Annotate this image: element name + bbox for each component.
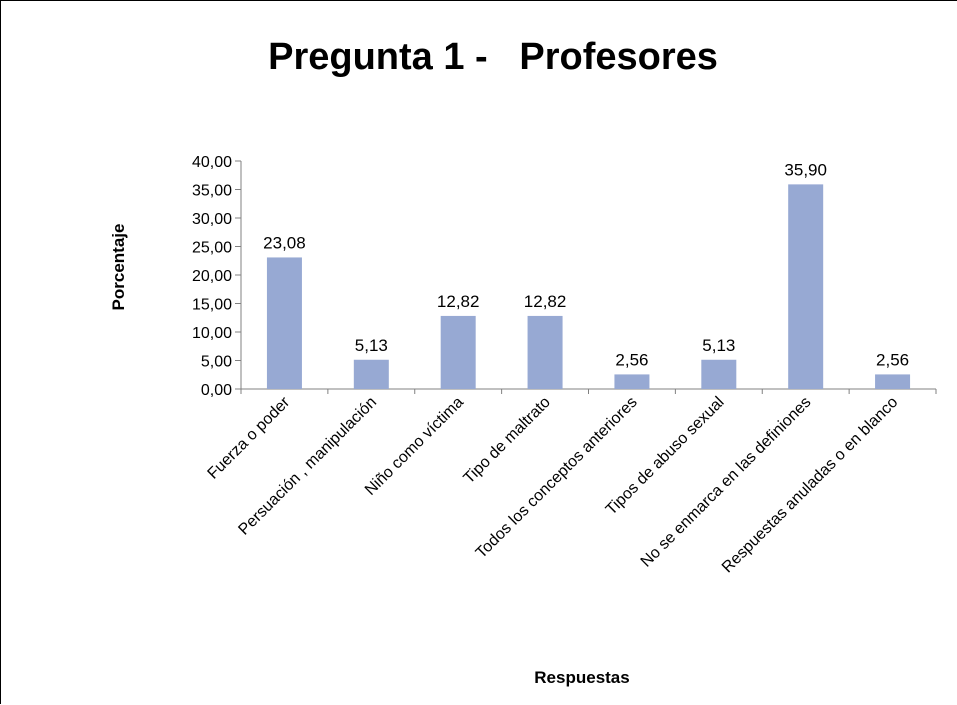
data-label: 23,08 [263, 233, 306, 252]
y-tick-label: 15,00 [192, 297, 232, 314]
x-axis-title: Respuestas [534, 668, 629, 687]
data-label: 35,90 [784, 160, 827, 179]
y-tick-label: 10,00 [192, 325, 232, 342]
y-tick-label: 0,00 [201, 382, 232, 399]
data-label: 5,13 [355, 336, 388, 355]
y-axis-title: Porcentaje [109, 224, 128, 311]
y-tick-label: 35,00 [192, 183, 232, 200]
chart-title: Pregunta 1 - Profesores [268, 36, 718, 78]
data-label: 12,82 [524, 292, 567, 311]
data-label: 2,56 [876, 350, 909, 369]
data-label: 12,82 [437, 292, 480, 311]
category-label: Persuación , manipulación [235, 394, 380, 539]
category-label: Respuestas anuladas o en blanco [719, 394, 902, 577]
bar [353, 359, 389, 389]
category-label: Niño como víctima [362, 394, 467, 499]
y-tick-label: 30,00 [192, 211, 232, 228]
bar [875, 374, 911, 389]
bar [614, 374, 650, 389]
bar [440, 315, 476, 389]
data-label: 2,56 [615, 350, 648, 369]
category-label: Tipo de maltrato [461, 394, 554, 487]
bar [266, 257, 302, 389]
category-label: No se enmarca en las definiones [638, 394, 815, 571]
data-label: 5,13 [702, 336, 735, 355]
category-label: Todos los conceptos anteriores [473, 394, 641, 562]
plot-area: 0,00 5,00 10,00 15,00 20,00 25,00 30,00 35,00 40… [192, 154, 937, 577]
y-tick-label: 20,00 [192, 268, 232, 285]
y-tick-label: 25,00 [192, 240, 232, 257]
bar [701, 359, 737, 389]
bar [527, 315, 563, 389]
y-tick-label: 40,00 [192, 154, 232, 171]
bar [788, 184, 824, 389]
y-tick-label: 5,00 [201, 354, 232, 371]
category-label: Fuerza o poder [205, 393, 294, 482]
